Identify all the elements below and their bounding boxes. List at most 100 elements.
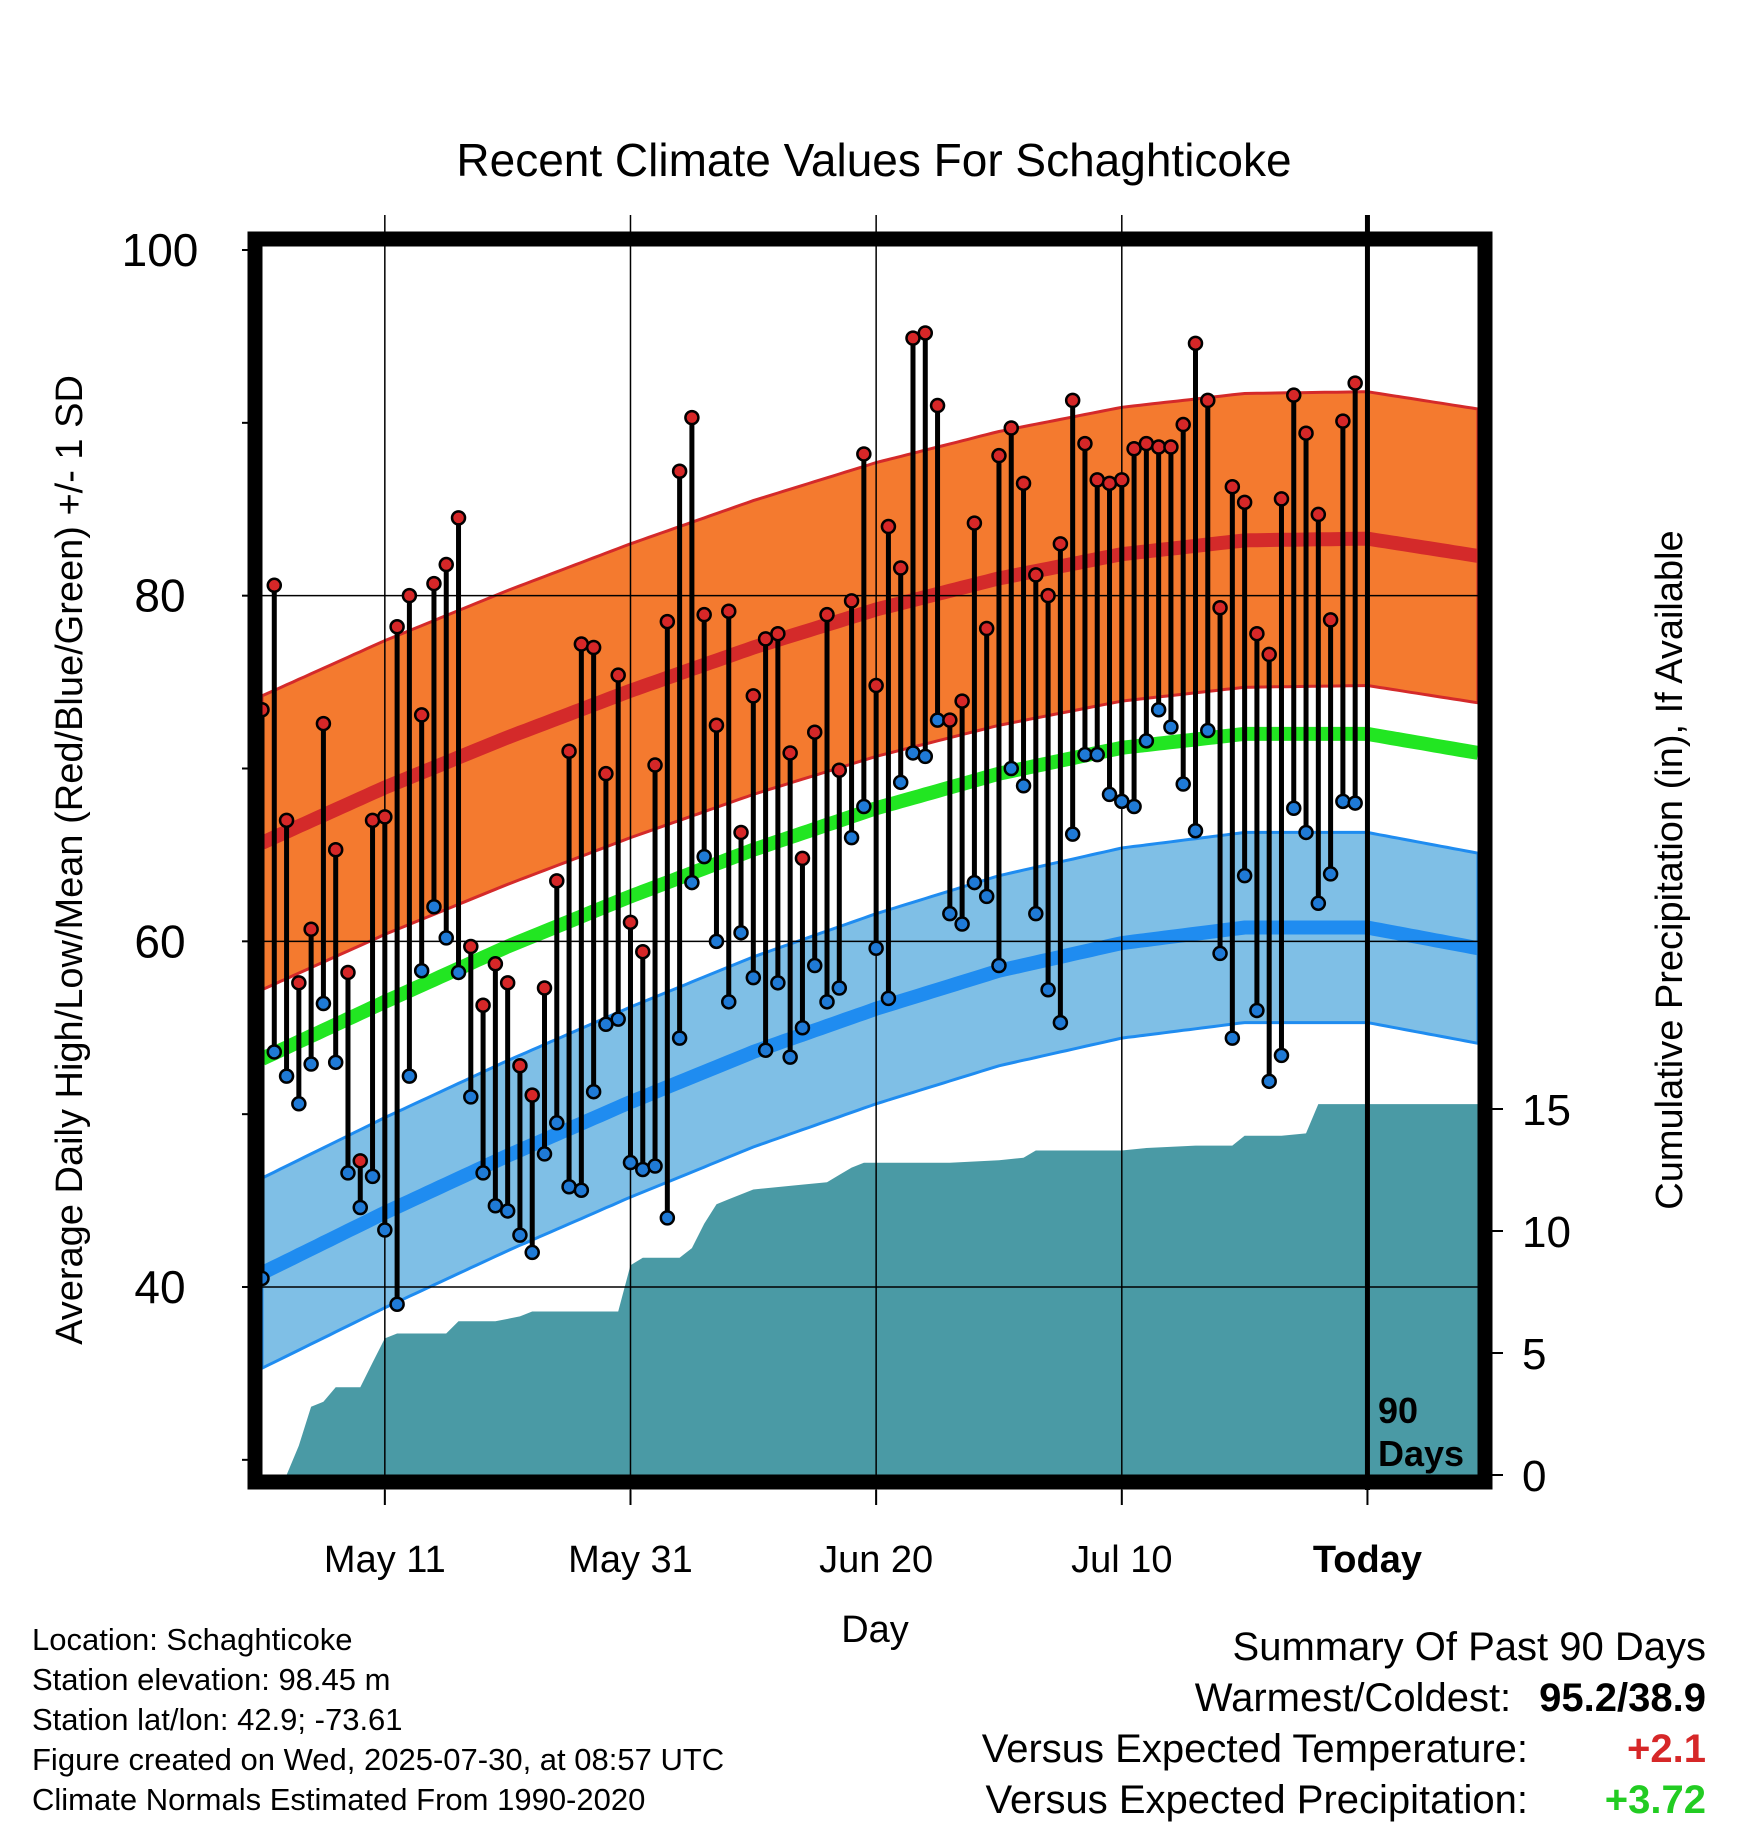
daily-low-point	[782, 1049, 798, 1065]
daily-high-point	[1114, 472, 1130, 488]
daily-low-point	[303, 1056, 319, 1072]
daily-low-point	[757, 1042, 774, 1058]
daily-high-point	[708, 717, 725, 734]
y-tick-label: 80	[134, 570, 185, 622]
daily-high-point	[905, 330, 921, 346]
daily-low-point	[942, 905, 958, 922]
daily-low-point	[671, 1030, 688, 1046]
daily-high-point	[1298, 425, 1314, 441]
daily-low-point	[659, 1210, 676, 1226]
daily-high-point	[1163, 439, 1179, 455]
daily-low-point	[917, 748, 934, 765]
daily-low-point	[1335, 793, 1351, 810]
daily-high-point	[426, 575, 442, 592]
daily-high-point	[1347, 375, 1363, 391]
daily-high-point	[487, 956, 504, 972]
daily-low-point	[978, 888, 995, 905]
daily-low-point	[720, 994, 737, 1010]
x-tick-label: Today	[1313, 1539, 1422, 1581]
daily-low-point	[475, 1165, 491, 1181]
daily-low-point	[536, 1146, 553, 1162]
daily-low-point	[352, 1199, 369, 1216]
daily-observations	[254, 325, 1363, 1313]
daily-low-point	[524, 1244, 540, 1261]
daily-high-point	[463, 938, 479, 955]
daily-high-point	[1101, 475, 1118, 492]
daily-high-point	[892, 560, 909, 576]
daily-low-point	[561, 1179, 577, 1195]
daily-high-point	[966, 515, 983, 531]
daily-high-point	[647, 757, 663, 773]
daily-high-point	[1335, 413, 1351, 429]
daily-high-point	[377, 809, 393, 825]
daily-low-point	[1150, 701, 1167, 718]
location-text: Location: Schaghticoke	[32, 1622, 353, 1657]
daily-low-point	[745, 969, 762, 986]
temp-departure-label: Versus Expected Temperature:	[981, 1727, 1528, 1771]
warmest-coldest-row: Warmest/Coldest: 95.2/38.9	[982, 1673, 1706, 1724]
daily-low-point	[1347, 795, 1363, 811]
summary-panel: Summary Of Past 90 Days Warmest/Coldest:…	[982, 1622, 1706, 1826]
daily-low-point	[512, 1227, 528, 1243]
daily-high-point	[757, 631, 774, 647]
daily-high-point	[1286, 387, 1302, 403]
daily-high-point	[266, 577, 283, 594]
precip-area	[262, 1104, 1478, 1475]
daily-high-point	[831, 762, 848, 778]
daily-high-point	[278, 812, 295, 829]
daily-low-point	[438, 930, 454, 946]
daily-high-point	[585, 639, 602, 656]
daily-high-point	[671, 463, 688, 479]
daily-high-point	[1236, 494, 1253, 511]
x-tick-label: Jun 20	[819, 1539, 933, 1581]
daily-high-point	[1187, 335, 1204, 352]
daily-low-point	[487, 1198, 504, 1214]
daily-low-point	[806, 957, 823, 974]
daily-low-point	[1114, 793, 1130, 810]
y-tick-label: 60	[134, 915, 185, 967]
daily-high-point	[524, 1087, 540, 1103]
daily-low-point	[1101, 786, 1118, 803]
daily-low-point	[1249, 1002, 1265, 1019]
y-tick-label: 40	[134, 1261, 185, 1313]
daily-low-point	[905, 745, 921, 761]
daily-low-point	[1322, 866, 1339, 882]
daily-low-point	[463, 1089, 479, 1105]
daily-high-point	[438, 556, 454, 573]
daily-high-point	[1089, 472, 1105, 488]
summary-heading: Summary Of Past 90 Days	[1232, 1625, 1706, 1669]
daily-high-point	[659, 613, 676, 630]
daily-high-point	[598, 765, 614, 782]
daily-high-point	[856, 446, 872, 462]
daily-high-point	[303, 921, 319, 937]
daily-low-point	[1126, 798, 1142, 815]
x-tick-label: May 11	[324, 1539, 446, 1581]
daily-low-point	[1200, 722, 1216, 739]
daily-high-point	[929, 397, 946, 414]
y-tick-label: 100	[122, 224, 199, 276]
daily-low-point	[1064, 826, 1081, 842]
daily-high-point	[1200, 392, 1216, 409]
daily-low-point	[696, 848, 712, 865]
low-normal-line	[258, 920, 1480, 1280]
daily-low-point	[1028, 905, 1044, 922]
daily-low-point	[266, 1044, 283, 1060]
daily-low-point	[794, 1020, 811, 1036]
daily-low-point	[684, 874, 700, 891]
warmest-coldest-value: 95.2/38.9	[1539, 1676, 1706, 1720]
precip-departure-row: Versus Expected Precipitation: +3.72	[982, 1775, 1706, 1826]
daily-high-point	[991, 447, 1007, 464]
daily-high-point	[1052, 536, 1069, 552]
x-tick-label: May 31	[568, 1539, 693, 1581]
daily-low-point	[1286, 800, 1302, 817]
daily-low-point	[819, 994, 835, 1010]
y2-tick-label: 0	[1522, 1452, 1546, 1501]
daily-high-point	[475, 997, 491, 1014]
daily-high-point	[819, 606, 835, 623]
daily-high-point	[696, 606, 712, 623]
daily-low-point	[450, 964, 467, 981]
daily-high-point	[401, 587, 418, 604]
daily-low-point	[340, 1165, 356, 1181]
daily-low-point	[892, 774, 909, 791]
